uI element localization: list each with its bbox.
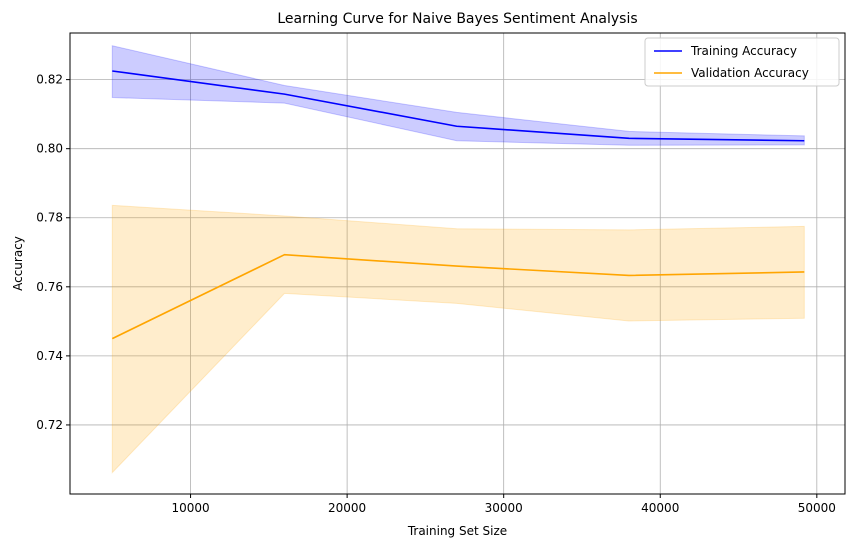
band-training xyxy=(111,45,805,146)
y-tick-label: 0.78 xyxy=(36,211,63,225)
line-training xyxy=(112,70,805,142)
legend-label: Validation Accuracy xyxy=(691,66,809,80)
y-axis-label: Accuracy xyxy=(11,236,25,291)
x-tick-label: 30000 xyxy=(485,501,523,515)
y-tick-label: 0.74 xyxy=(36,349,63,363)
series-lines xyxy=(111,70,805,340)
x-axis-label: Training Set Size xyxy=(407,524,507,538)
plot-frame xyxy=(69,32,846,495)
y-tick-label: 0.72 xyxy=(36,418,63,432)
legend-label: Training Accuracy xyxy=(690,44,797,58)
x-tick-label: 50000 xyxy=(798,501,836,515)
x-tick-label: 10000 xyxy=(171,501,209,515)
axis-ticks: 10000 20000 30000 40000 50000 0.72 0.74 0.76 0.7… xyxy=(36,73,836,515)
confidence-bands xyxy=(111,45,805,474)
y-tick-label: 0.76 xyxy=(36,280,63,294)
legend: Training Accuracy Validation Accuracy xyxy=(644,37,840,87)
x-tick-label: 40000 xyxy=(641,501,679,515)
x-tick-label: 20000 xyxy=(328,501,366,515)
line-validation xyxy=(111,253,805,340)
legend-box xyxy=(644,37,840,87)
chart-title: Learning Curve for Naive Bayes Sentiment… xyxy=(277,11,637,27)
y-tick-label: 0.82 xyxy=(36,73,63,87)
band-validation xyxy=(111,204,805,474)
y-tick-label: 0.80 xyxy=(36,142,63,156)
grid-lines xyxy=(70,33,845,494)
